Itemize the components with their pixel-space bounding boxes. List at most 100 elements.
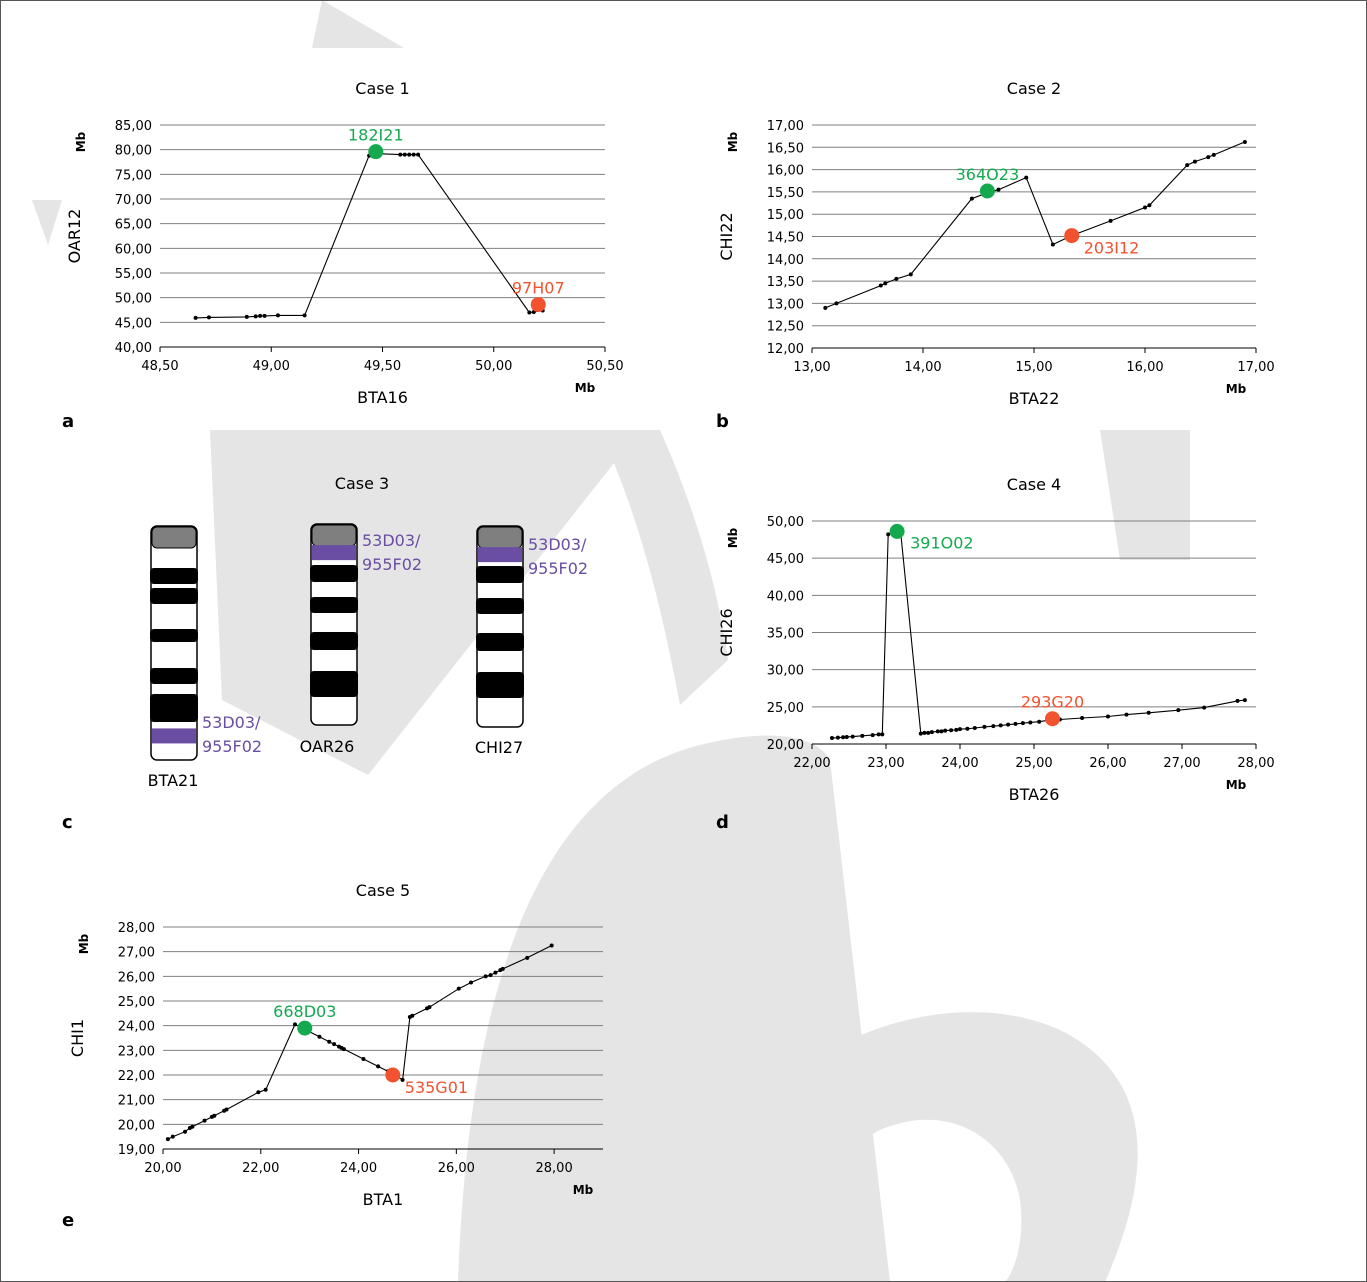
centromere-region [477, 526, 523, 549]
data-point [1050, 242, 1055, 247]
y-tick-label: 12,00 [767, 342, 804, 357]
data-point [258, 313, 263, 318]
clone-marker-red [1045, 711, 1060, 727]
y-tick-label: 23,00 [118, 1044, 155, 1059]
data-point [317, 1034, 322, 1039]
clone-marker-green [889, 523, 905, 539]
clone-label: 293G20 [1021, 693, 1084, 712]
y-tick-label: 25,00 [118, 995, 155, 1010]
data-point [361, 1056, 366, 1061]
x-tick-label: 23,00 [867, 756, 904, 771]
chart-case-4: 20,00 25,00 30,00 35,00 40,00 45,00 50,00 22,00… [717, 475, 1275, 804]
clone-label: 182I21 [348, 126, 404, 145]
x-tick-label: 22,00 [242, 1161, 279, 1176]
y-tick-label: 45,00 [767, 552, 804, 567]
data-point [456, 986, 461, 991]
y-tick-label: 65,00 [115, 218, 152, 233]
data-point [170, 1134, 175, 1139]
watermark-shape [715, 1012, 1138, 1282]
y-tick-label: 14,00 [767, 253, 804, 268]
panel-letter-e: e [62, 1210, 74, 1231]
chromosome-band [150, 629, 198, 642]
data-point [965, 726, 970, 731]
data-point [929, 730, 934, 735]
watermark-shape [1100, 430, 1190, 560]
data-point [183, 1129, 187, 1134]
y-axis-label: OAR12 [65, 209, 84, 264]
watermark-shape [32, 200, 62, 245]
data-point [880, 732, 885, 737]
chromosome-band [476, 566, 524, 583]
y-tick-label: 22,00 [118, 1069, 155, 1084]
y-tick-label: 12,50 [767, 320, 804, 335]
data-point [1013, 721, 1018, 726]
watermark-shape [600, 430, 728, 705]
y-tick-label: 40,00 [115, 341, 152, 356]
y-tick-label: 20,00 [118, 1118, 155, 1133]
data-point [841, 735, 846, 740]
x-tick-label: 26,00 [438, 1161, 475, 1176]
data-point [972, 726, 977, 731]
y-tick-label: 50,00 [115, 292, 152, 307]
chart-title: Case 1 [355, 79, 409, 98]
data-point [376, 1064, 381, 1069]
data-point [926, 730, 931, 735]
chart-title: Case 4 [1007, 475, 1061, 494]
chromosome-band [310, 565, 358, 582]
data-point [341, 1047, 346, 1052]
data-point [493, 970, 498, 975]
probe-label: 53D03/ [528, 535, 587, 554]
panel-letter-c: c [62, 812, 73, 833]
data-point [400, 1077, 405, 1082]
y-tick-label: 28,00 [118, 921, 155, 936]
x-tick-label: 16,00 [1126, 360, 1163, 375]
probe-label: 53D03/ [362, 531, 421, 550]
data-point [293, 1022, 297, 1027]
y-tick-label: 21,00 [118, 1094, 155, 1109]
data-point [834, 301, 839, 306]
data-point [1108, 218, 1113, 223]
x-tick-label: 25,00 [1015, 756, 1052, 771]
chromosome-band [150, 588, 198, 604]
data-point [416, 152, 421, 157]
y-tick-label: 50,00 [767, 515, 804, 530]
data-point [1080, 715, 1085, 720]
y-tick-label: 14,50 [767, 231, 804, 246]
chromosome-name: OAR26 [300, 737, 355, 756]
data-point [1202, 705, 1207, 710]
y-tick-label: 75,00 [115, 168, 152, 183]
probe-signal [152, 728, 196, 744]
chromosome-band [476, 598, 524, 614]
y-tick-label: 25,00 [767, 701, 804, 716]
centromere-region [311, 524, 357, 547]
data-point [500, 966, 505, 971]
data-point [1106, 714, 1110, 719]
x-axis-label: BTA16 [357, 388, 408, 407]
clone-marker-red [1064, 228, 1080, 244]
y-tick-label: 60,00 [115, 242, 152, 257]
y-tick-label: 19,00 [118, 1143, 155, 1158]
data-point [253, 314, 258, 319]
data-point [878, 283, 883, 288]
chromosome-band [150, 668, 198, 684]
x-tick-label: 20,00 [144, 1161, 181, 1176]
y-unit-label: Mb [74, 131, 88, 152]
chromosome-band [476, 672, 524, 698]
data-point [958, 727, 962, 732]
chart-case-1: 40,00 45,00 50,00 55,00 60,00 65,00 70,00 75,00… [65, 79, 624, 407]
data-point [1242, 698, 1247, 703]
data-point [943, 728, 948, 733]
data-point [835, 735, 840, 740]
data-point [469, 980, 473, 985]
clone-label: 97H07 [512, 279, 565, 298]
y-unit-label: Mb [726, 527, 740, 548]
data-point [949, 728, 954, 733]
data-point [1124, 712, 1129, 717]
x-tick-label: 24,00 [340, 1161, 377, 1176]
data-point [1147, 203, 1152, 208]
y-tick-label: 17,00 [767, 119, 804, 134]
data-point [850, 734, 855, 739]
data-point [244, 314, 249, 319]
clone-label: 668D03 [273, 1002, 336, 1021]
